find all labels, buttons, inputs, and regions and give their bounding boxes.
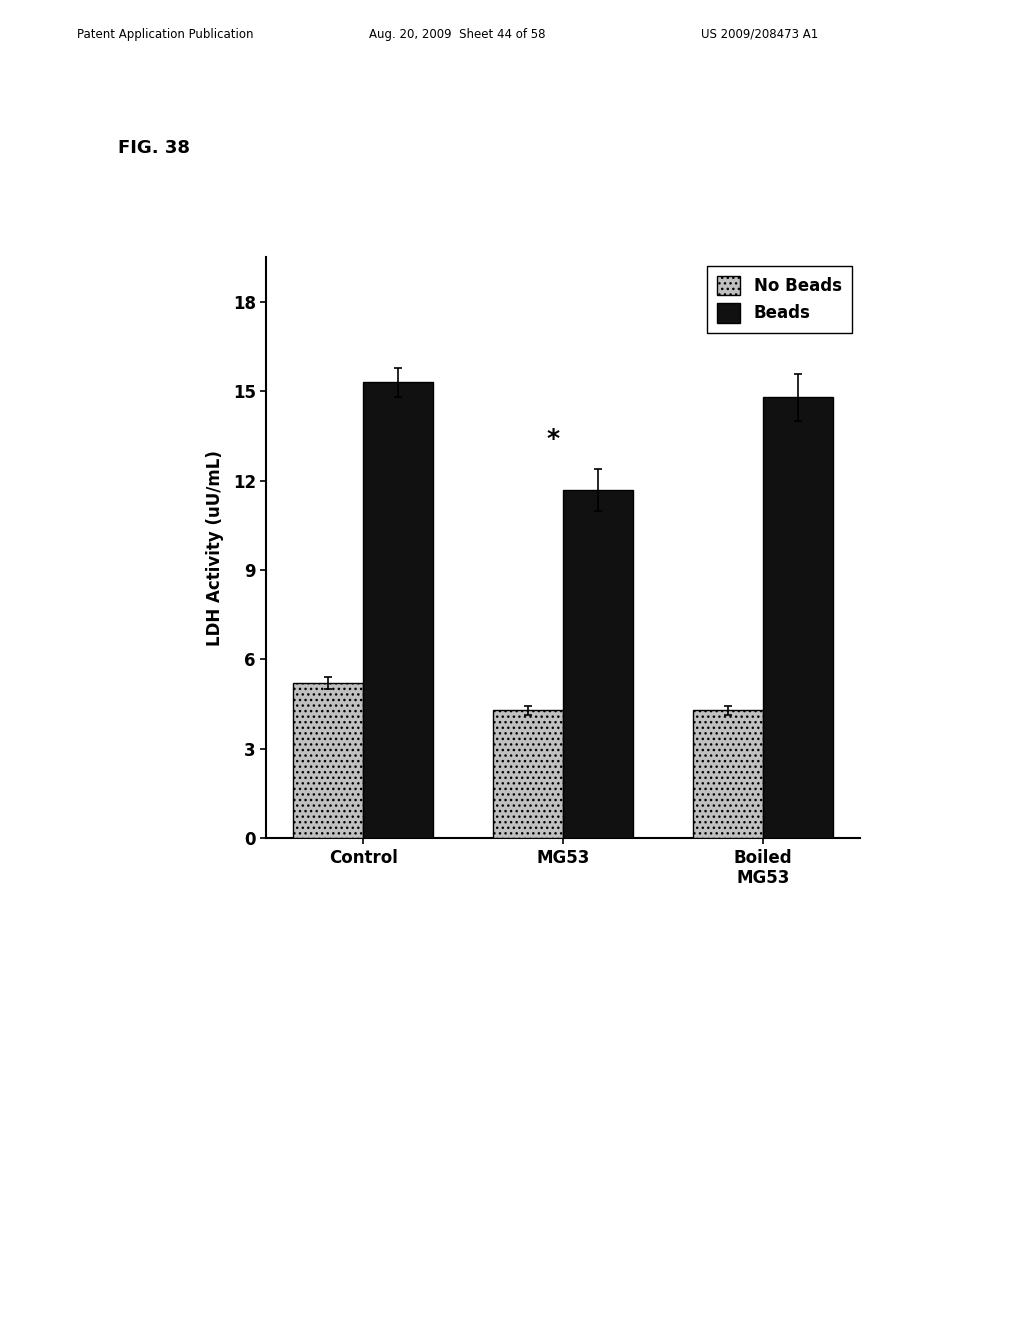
- Bar: [364, 383, 433, 838]
- Legend: No Beads, Beads: No Beads, Beads: [708, 265, 852, 333]
- Bar: [563, 490, 633, 838]
- Text: US 2009/208473 A1: US 2009/208473 A1: [701, 28, 819, 41]
- Bar: [763, 397, 834, 838]
- Bar: [293, 684, 364, 838]
- Text: *: *: [546, 426, 559, 451]
- Y-axis label: LDH Activity (uU/mL): LDH Activity (uU/mL): [207, 450, 224, 645]
- Text: Aug. 20, 2009  Sheet 44 of 58: Aug. 20, 2009 Sheet 44 of 58: [369, 28, 545, 41]
- Text: FIG. 38: FIG. 38: [118, 139, 189, 157]
- Bar: [693, 710, 763, 838]
- Text: Patent Application Publication: Patent Application Publication: [77, 28, 253, 41]
- Bar: [494, 710, 563, 838]
